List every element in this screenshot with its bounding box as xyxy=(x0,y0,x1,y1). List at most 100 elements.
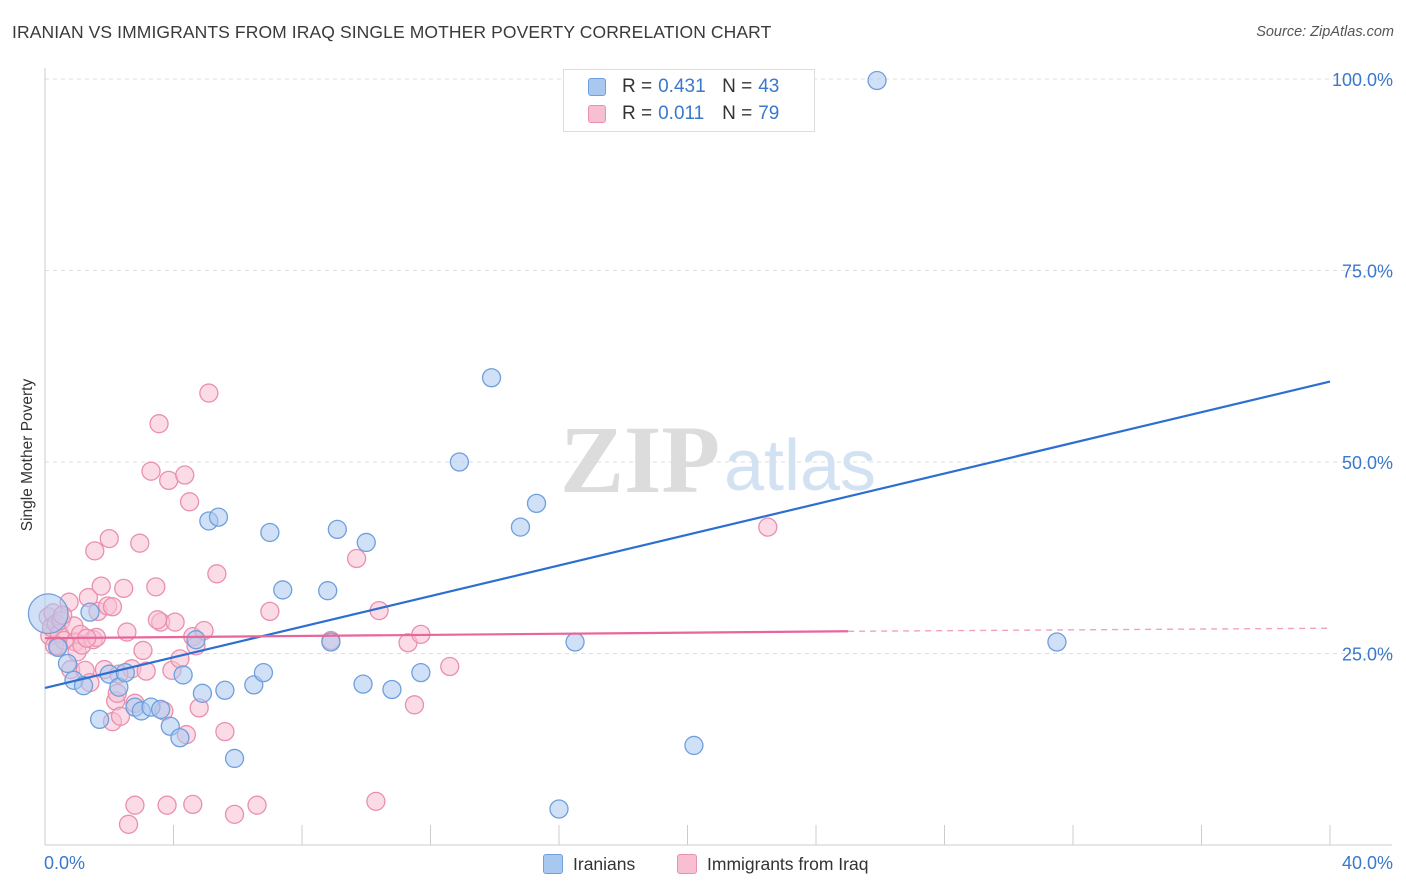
legend-row-iranians: R = 0.431 N = 43 xyxy=(588,76,779,98)
bottom-legend-label: Immigrants from Iraq xyxy=(707,853,869,874)
watermark-atlas: atlas xyxy=(724,426,876,506)
legend-n-value: 43 xyxy=(758,76,780,97)
legend-row-iraq: R = 0.011 N = 79 xyxy=(588,103,779,125)
iraq-point xyxy=(141,461,161,481)
y-tick-label: 25.0% xyxy=(1342,645,1393,665)
y-axis-label: Single Mother Poverty xyxy=(19,378,36,532)
iranian-point xyxy=(1047,632,1067,652)
iraq-point xyxy=(170,649,190,669)
legend-n-label: N = xyxy=(722,103,753,124)
legend-swatch-pink xyxy=(588,105,606,123)
iraq-point xyxy=(85,541,105,561)
iraq-point xyxy=(224,804,245,825)
iranian-point xyxy=(208,507,229,527)
iranian-point xyxy=(224,748,245,769)
bottom-legend-swatch-pink xyxy=(677,854,697,874)
legend-swatch-blue xyxy=(588,78,606,96)
iranian-point xyxy=(565,632,585,652)
iranian-points xyxy=(27,70,1067,819)
iraq-point xyxy=(114,578,134,599)
iranian-point xyxy=(150,699,171,720)
iraq-point xyxy=(157,795,177,815)
x-tick-label-max: 40.0% xyxy=(1342,853,1393,873)
iraq-point xyxy=(125,795,145,815)
iranian-point xyxy=(80,602,100,622)
legend-n-label: N = xyxy=(722,76,753,97)
iranian-point xyxy=(356,532,376,553)
source-label: Source: ZipAtlas.com xyxy=(1256,24,1394,40)
iranian-point xyxy=(89,709,110,730)
iranian-point xyxy=(382,679,402,700)
iraq-point xyxy=(247,795,267,815)
legend-r-label: R = xyxy=(622,76,653,97)
y-tick-label: 100.0% xyxy=(1332,70,1393,90)
iraq-point xyxy=(165,612,185,632)
bottom-legend-label: Iranians xyxy=(573,853,636,874)
iraq-point xyxy=(260,601,280,622)
watermark-zip: ZIP xyxy=(560,406,720,513)
iraq-point xyxy=(183,794,203,815)
iraq-point xyxy=(346,548,367,569)
iranian-point xyxy=(260,522,280,543)
iranian-point xyxy=(510,517,531,537)
iraq-point xyxy=(130,533,150,553)
iranian-point xyxy=(318,581,338,601)
iranian-point xyxy=(73,676,94,696)
iranian-point xyxy=(549,799,569,819)
legend-r-value: 0.011 xyxy=(658,103,705,124)
iranian-point xyxy=(253,663,274,683)
iraq-point xyxy=(102,597,123,617)
iranian-point xyxy=(57,653,78,674)
iraq-point xyxy=(118,814,139,834)
y-tick-label: 50.0% xyxy=(1342,453,1393,473)
legend-r-value: 0.431 xyxy=(658,76,706,97)
bottom-legend-iraq: Immigrants from Iraq xyxy=(677,853,868,875)
iranian-point xyxy=(170,728,190,748)
iraq-point xyxy=(440,656,460,677)
iraq-point xyxy=(99,528,119,549)
iranian-point xyxy=(684,735,704,756)
watermark: ZIP atlas xyxy=(560,406,876,513)
bottom-legend-swatch-blue xyxy=(543,854,563,874)
iraq-point xyxy=(159,470,179,491)
iraq-point xyxy=(149,414,169,434)
correlation-legend: R = 0.431 N = 43 R = 0.011 N = 79 xyxy=(563,69,815,132)
iranian-point xyxy=(449,452,470,472)
iranian-point xyxy=(215,680,235,700)
iranian-point xyxy=(353,674,373,694)
iraq-trend-extension xyxy=(848,627,1331,632)
iranian-point xyxy=(481,368,502,388)
legend-r-label: R = xyxy=(622,103,653,124)
iranian-point xyxy=(526,493,547,514)
iraq-point xyxy=(207,564,227,584)
tick-labels: 25.0% 50.0% 75.0% 100.0% 0.0% 40.0% xyxy=(44,70,1393,873)
bottom-legend-iranians: Iranians xyxy=(543,853,635,875)
gridlines xyxy=(45,78,1392,654)
iraq-point xyxy=(136,661,156,681)
legend-n-value: 79 xyxy=(758,103,780,124)
iranian-point xyxy=(867,70,887,91)
iraq-point xyxy=(758,517,778,537)
axes xyxy=(44,68,1392,846)
y-tick-label: 75.0% xyxy=(1342,262,1393,282)
trend-lines xyxy=(44,380,1331,690)
iranian-point xyxy=(411,663,431,683)
iraq-point xyxy=(366,791,386,811)
iraq-point xyxy=(146,577,166,597)
chart-title: IRANIAN VS IMMIGRANTS FROM IRAQ SINGLE M… xyxy=(12,22,772,42)
iraq-point xyxy=(404,695,425,715)
iraq-point xyxy=(91,576,111,596)
iraq-trend-line xyxy=(44,630,849,640)
iranian-point xyxy=(321,632,341,652)
iraq-point xyxy=(133,640,153,661)
iraq-point xyxy=(215,721,235,742)
iraq-point xyxy=(110,706,131,726)
iranian-point xyxy=(27,593,69,635)
x-tick-label-min: 0.0% xyxy=(44,853,85,873)
iraq-point xyxy=(147,610,168,630)
iranian-point xyxy=(327,519,347,540)
iraq-point xyxy=(199,383,219,403)
iranian-point xyxy=(186,630,206,650)
iranian-point xyxy=(173,665,193,685)
